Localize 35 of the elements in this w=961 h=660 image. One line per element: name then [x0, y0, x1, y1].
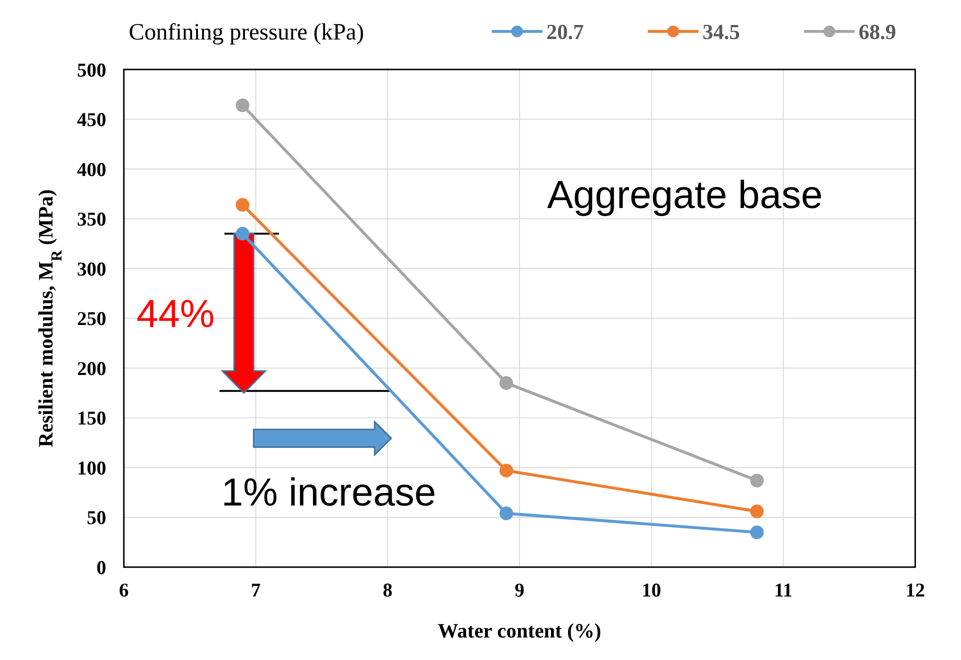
point [750, 525, 764, 540]
x-tick-label: 7 [250, 580, 261, 602]
point [750, 474, 764, 488]
y-tick-label: 300 [77, 259, 106, 280]
y-tick-label: 250 [77, 309, 106, 330]
point [236, 98, 250, 112]
y-tick-label: 0 [96, 558, 106, 579]
legend-label: 34.5 [702, 20, 740, 44]
point [236, 226, 250, 241]
point [500, 464, 514, 478]
point [500, 506, 514, 520]
annotation: 44% [136, 293, 215, 336]
x-tick-label: 12 [905, 580, 925, 602]
x-tick-label: 6 [118, 580, 129, 602]
y-tick-label: 350 [77, 210, 106, 231]
y-tick-label: 50 [86, 508, 106, 530]
point [500, 376, 514, 390]
x-tick-label: 8 [382, 580, 393, 602]
legend-title: Confining pressure (kPa) [128, 20, 364, 46]
point [236, 198, 250, 212]
annotation: 1% increase [221, 472, 436, 515]
y-tick-label: 450 [77, 110, 106, 132]
y-tick-label: 200 [77, 358, 106, 380]
x-tick-label: 10 [642, 580, 662, 602]
y-tick-label: 150 [77, 408, 106, 430]
y-tick-label: 100 [77, 458, 106, 480]
annotation: Aggregate base [547, 174, 823, 218]
legend-label: 68.9 [858, 20, 896, 44]
y-tick-label: 500 [77, 60, 106, 82]
x-tick-label: 9 [514, 580, 525, 602]
x-tick-label: 11 [774, 580, 793, 602]
point [750, 504, 764, 518]
x-axis-title: Water content (%) [438, 620, 602, 642]
y-tick-label: 400 [77, 160, 106, 181]
legend-label: 20.7 [546, 20, 584, 44]
